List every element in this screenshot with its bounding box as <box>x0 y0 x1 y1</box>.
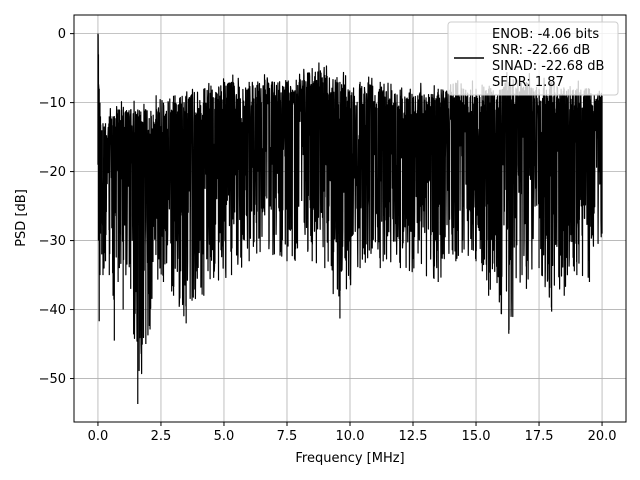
x-tick-label: 0.0 <box>88 429 109 444</box>
x-tick-label: 17.5 <box>525 429 554 444</box>
y-tick-label: −50 <box>39 372 66 387</box>
x-tick-label: 7.5 <box>277 429 298 444</box>
legend-entry-enob: ENOB: -4.06 bits <box>492 27 599 42</box>
x-tick-label: 20.0 <box>588 429 617 444</box>
x-tick-label: 12.5 <box>399 429 428 444</box>
x-tick-label: 15.0 <box>462 429 491 444</box>
series-psd-line <box>97 33 603 405</box>
legend-entry-sfdr: SFDR: 1.87 <box>492 75 564 90</box>
x-tick-label: 5.0 <box>214 429 235 444</box>
legend-entry-sinad: SINAD: -22.68 dB <box>492 59 604 74</box>
y-tick-label: −10 <box>39 96 66 111</box>
x-axis-ticks: 0.0 2.5 5.0 7.5 10.0 12.5 15.0 17.5 20.0 <box>88 422 617 444</box>
y-tick-label: −30 <box>39 234 66 249</box>
plot-area <box>97 33 603 405</box>
x-tick-label: 2.5 <box>151 429 172 444</box>
y-axis-ticks: 0 −10 −20 −30 −40 −50 <box>39 27 74 387</box>
y-tick-label: 0 <box>58 27 66 42</box>
y-axis-label: PSD [dB] <box>14 189 29 247</box>
y-tick-label: −40 <box>39 303 66 318</box>
x-tick-label: 10.0 <box>336 429 365 444</box>
y-tick-label: −20 <box>39 165 66 180</box>
legend: ENOB: -4.06 bits SNR: -22.66 dB SINAD: -… <box>447 21 619 96</box>
legend-entry-snr: SNR: -22.66 dB <box>492 43 590 58</box>
x-axis-label: Frequency [MHz] <box>295 451 404 466</box>
legend-box <box>447 21 619 96</box>
